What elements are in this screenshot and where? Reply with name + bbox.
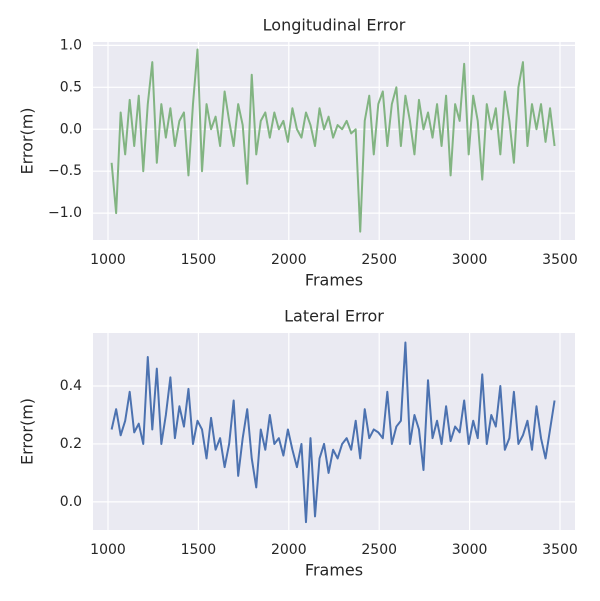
y-tick-label: −1.0 [48, 205, 82, 221]
y-axis-label: Error(m) [18, 107, 37, 174]
y-tick-label: 0.0 [60, 494, 82, 510]
data-line [110, 48, 556, 233]
y-tick-label: 0.4 [60, 378, 82, 394]
x-axis-label: Frames [305, 271, 363, 290]
x-axis-label: Frames [305, 561, 363, 580]
x-tick-label: 2000 [271, 252, 307, 268]
x-tick-label: 2000 [271, 542, 307, 558]
y-tick-label: 0.2 [60, 436, 82, 452]
x-tick-label: 3500 [542, 252, 578, 268]
plot-area [93, 42, 575, 240]
x-tick-label: 2500 [361, 542, 397, 558]
y-tick-label: 1.0 [60, 37, 82, 53]
x-tick-label: 3000 [452, 542, 488, 558]
x-tick-label: 1000 [90, 252, 126, 268]
y-axis-label: Error(m) [18, 398, 37, 465]
x-tick-label: 1000 [90, 542, 126, 558]
y-tick-label: 0.0 [60, 121, 82, 137]
x-tick-label: 3000 [452, 252, 488, 268]
data-line [110, 341, 556, 524]
x-tick-label: 2500 [361, 252, 397, 268]
x-tick-label: 1500 [181, 252, 217, 268]
y-tick-label: −0.5 [48, 163, 82, 179]
y-tick-label: 0.5 [60, 79, 82, 95]
chart-title: Lateral Error [284, 307, 384, 326]
plot-area [93, 333, 575, 530]
chart-title: Longitudinal Error [263, 16, 406, 35]
x-tick-label: 1500 [181, 542, 217, 558]
x-tick-label: 3500 [542, 542, 578, 558]
